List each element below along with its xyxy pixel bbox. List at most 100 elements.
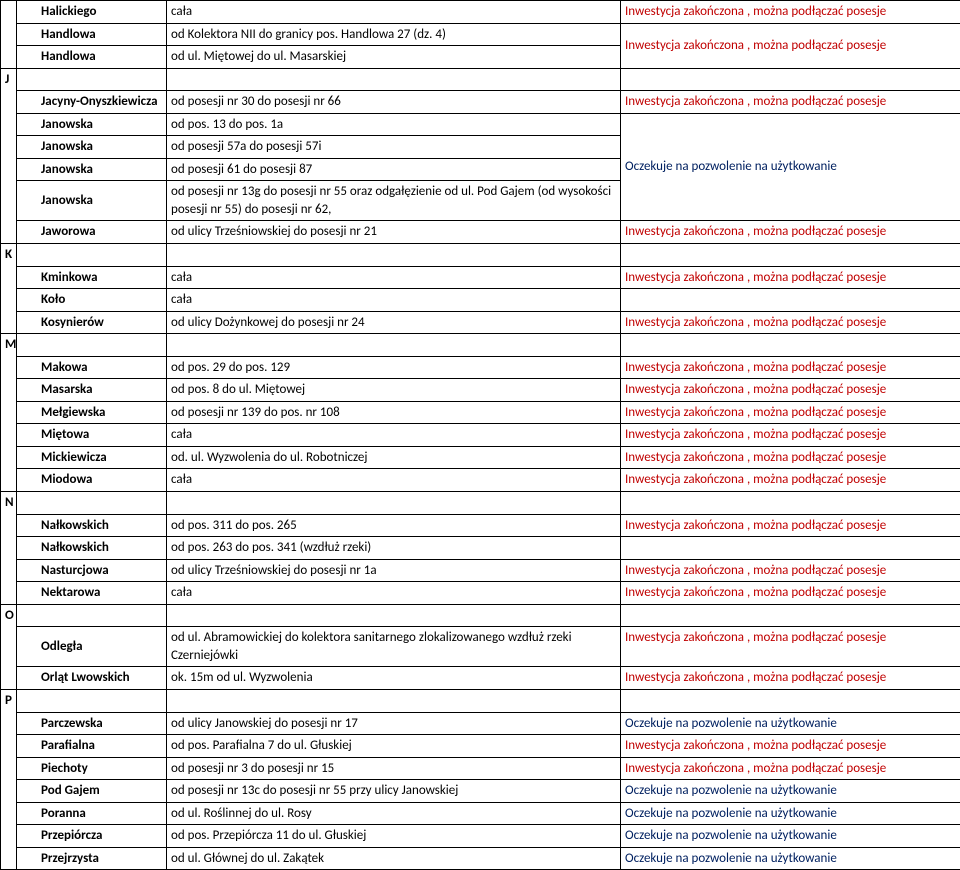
- street-name: Parczewska: [17, 712, 167, 735]
- street-desc: cała: [167, 1, 621, 24]
- status-cell: Inwestycja zakończona , można podłączać …: [621, 582, 960, 605]
- street-desc: od posesji nr 13g do posesji nr 55 oraz …: [167, 181, 621, 221]
- status-cell: Inwestycja zakończona , można podłączać …: [621, 514, 960, 537]
- street-desc: od posesji nr 13c do posesji nr 55 przy …: [167, 780, 621, 803]
- street-desc: od ul. Abramowickiej do kolektora sanita…: [167, 627, 621, 667]
- street-desc: od pos. 263 do pos. 341 (wzdłuż rzeki): [167, 537, 621, 560]
- street-desc: od ulicy Janowskiej do posesji nr 17: [167, 712, 621, 735]
- empty-cell: [167, 244, 621, 267]
- status-cell: Inwestycja zakończona , można podłączać …: [621, 23, 960, 68]
- empty-cell: [17, 334, 167, 357]
- street-name: Janowska: [17, 136, 167, 159]
- status-cell: Inwestycja zakończona , można podłączać …: [621, 627, 960, 667]
- street-name: Janowska: [17, 158, 167, 181]
- status-cell: [621, 289, 960, 312]
- street-name: Pod Gajem: [17, 780, 167, 803]
- empty-cell: [167, 604, 621, 627]
- street-desc: od posesji nr 139 do pos. nr 108: [167, 401, 621, 424]
- street-desc: cała: [167, 266, 621, 289]
- street-name: Halickiego: [17, 1, 167, 24]
- street-desc: od pos. 8 do ul. Miętowej: [167, 379, 621, 402]
- streets-table: HalickiegocałaInwestycja zakończona , mo…: [0, 0, 960, 870]
- street-name: Odległa: [17, 627, 167, 667]
- street-name: Jaworowa: [17, 221, 167, 244]
- empty-cell: [167, 334, 621, 357]
- street-name: Mickiewicza: [17, 446, 167, 469]
- empty-cell: [621, 492, 960, 515]
- street-desc: od ul. Głównej do ul. Zakątek: [167, 847, 621, 870]
- status-cell: Inwestycja zakończona , można podłączać …: [621, 266, 960, 289]
- street-desc: od ul. Miętowej do ul. Masarskiej: [167, 46, 621, 69]
- section-letter: P: [1, 689, 17, 869]
- empty-cell: [17, 689, 167, 712]
- empty-cell: [167, 68, 621, 91]
- empty-cell: [621, 604, 960, 627]
- street-name: Poranna: [17, 802, 167, 825]
- status-cell: Inwestycja zakończona , można podłączać …: [621, 311, 960, 334]
- status-cell: Oczekuje na pozwolenie na użytkowanie: [621, 113, 960, 221]
- empty-cell: [621, 68, 960, 91]
- section-letter: O: [1, 604, 17, 689]
- empty-cell: [167, 689, 621, 712]
- street-name: Orląt Lwowskich: [17, 667, 167, 690]
- street-desc: od pos. 13 do pos. 1a: [167, 113, 621, 136]
- empty-cell: [17, 492, 167, 515]
- status-cell: Oczekuje na pozwolenie na użytkowanie: [621, 780, 960, 803]
- street-name: Miętowa: [17, 424, 167, 447]
- street-name: Piechoty: [17, 757, 167, 780]
- status-cell: Inwestycja zakończona , można podłączać …: [621, 735, 960, 758]
- street-name: Masarska: [17, 379, 167, 402]
- street-desc: cała: [167, 424, 621, 447]
- street-name: Miodowa: [17, 469, 167, 492]
- status-cell: Inwestycja zakończona , można podłączać …: [621, 221, 960, 244]
- street-desc: od posesji 57a do posesji 57i: [167, 136, 621, 159]
- status-cell: Inwestycja zakończona , można podłączać …: [621, 356, 960, 379]
- status-cell: Inwestycja zakończona , można podłączać …: [621, 91, 960, 114]
- status-cell: Oczekuje na pozwolenie na użytkowanie: [621, 847, 960, 870]
- status-cell: Oczekuje na pozwolenie na użytkowanie: [621, 802, 960, 825]
- street-desc: od pos. Parafialna 7 do ul. Głuskiej: [167, 735, 621, 758]
- street-desc: cała: [167, 469, 621, 492]
- empty-cell: [17, 604, 167, 627]
- street-name: Przejrzysta: [17, 847, 167, 870]
- empty-cell: [621, 244, 960, 267]
- street-desc: cała: [167, 289, 621, 312]
- empty-cell: [17, 68, 167, 91]
- status-cell: Inwestycja zakończona , można podłączać …: [621, 757, 960, 780]
- street-name: Kosynierów: [17, 311, 167, 334]
- section-letter: K: [1, 244, 17, 334]
- street-desc: od pos. 29 do pos. 129: [167, 356, 621, 379]
- street-name: Parafialna: [17, 735, 167, 758]
- street-desc: od. ul. Wyzwolenia do ul. Robotniczej: [167, 446, 621, 469]
- street-desc: od posesji nr 3 do posesji nr 15: [167, 757, 621, 780]
- status-cell: [621, 537, 960, 560]
- street-name: Nektarowa: [17, 582, 167, 605]
- status-cell: Inwestycja zakończona , można podłączać …: [621, 401, 960, 424]
- street-name: Nasturcjowa: [17, 559, 167, 582]
- status-cell: Oczekuje na pozwolenie na użytkowanie: [621, 825, 960, 848]
- empty-cell: [17, 244, 167, 267]
- empty-cell: [621, 334, 960, 357]
- status-cell: Inwestycja zakończona , można podłączać …: [621, 1, 960, 24]
- street-name: Mełgiewska: [17, 401, 167, 424]
- street-name: Makowa: [17, 356, 167, 379]
- street-desc: od pos. 311 do pos. 265: [167, 514, 621, 537]
- status-cell: Inwestycja zakończona , można podłączać …: [621, 469, 960, 492]
- street-name: Kminkowa: [17, 266, 167, 289]
- street-desc: od pos. Przepiórcza 11 do ul. Głuskiej: [167, 825, 621, 848]
- street-desc: od ulicy Trześniowskiej do posesji nr 21: [167, 221, 621, 244]
- street-desc: od posesji nr 30 do posesji nr 66: [167, 91, 621, 114]
- section-letter: [1, 1, 17, 69]
- status-cell: Inwestycja zakończona , można podłączać …: [621, 379, 960, 402]
- status-cell: Inwestycja zakończona , można podłączać …: [621, 424, 960, 447]
- status-cell: Inwestycja zakończona , można podłączać …: [621, 446, 960, 469]
- street-name: Janowska: [17, 113, 167, 136]
- street-name: Przepiórcza: [17, 825, 167, 848]
- street-name: Nałkowskich: [17, 514, 167, 537]
- street-name: Handlowa: [17, 46, 167, 69]
- street-desc: ok. 15m od ul. Wyzwolenia: [167, 667, 621, 690]
- status-cell: Oczekuje na pozwolenie na użytkowanie: [621, 712, 960, 735]
- street-desc: od ul. Roślinnej do ul. Rosy: [167, 802, 621, 825]
- street-name: Handlowa: [17, 23, 167, 46]
- section-letter: J: [1, 68, 17, 243]
